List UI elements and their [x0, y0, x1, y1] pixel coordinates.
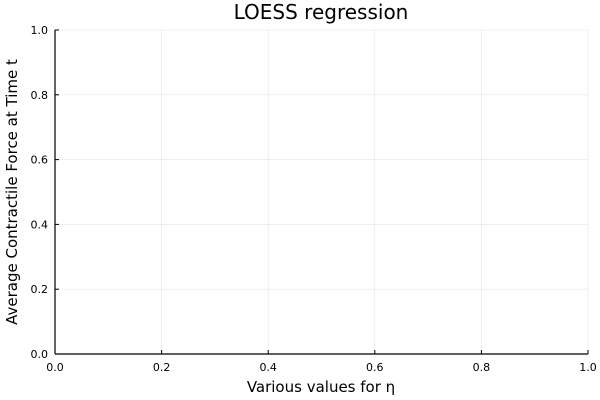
- chart-title: LOESS regression: [234, 0, 409, 24]
- y-tick-label: 0.6: [31, 154, 49, 167]
- y-tick-label: 0.0: [31, 348, 49, 361]
- x-axis-label: Various values for η: [247, 378, 395, 396]
- axes-frame: [54, 30, 588, 355]
- y-tick-label: 0.4: [31, 218, 49, 231]
- y-tick-label: 1.0: [31, 24, 49, 37]
- x-tick-label: 0.6: [366, 361, 384, 374]
- x-tick-label: 1.0: [579, 361, 597, 374]
- y-tick-label: 0.8: [31, 89, 49, 102]
- x-tick-label: 0.4: [259, 361, 277, 374]
- y-tick-label: 0.2: [31, 283, 49, 296]
- x-tick-label: 0.2: [153, 361, 171, 374]
- x-tick-label: 0.0: [46, 361, 64, 374]
- y-axis-label: Average Contractile Force at Time t: [3, 59, 21, 325]
- ticks: 0.0 0.2 0.4 0.6 0.8 1.0 0.0 0.2 0.4 0.6 0.8 1.0: [31, 24, 597, 374]
- x-tick-label: 0.8: [473, 361, 491, 374]
